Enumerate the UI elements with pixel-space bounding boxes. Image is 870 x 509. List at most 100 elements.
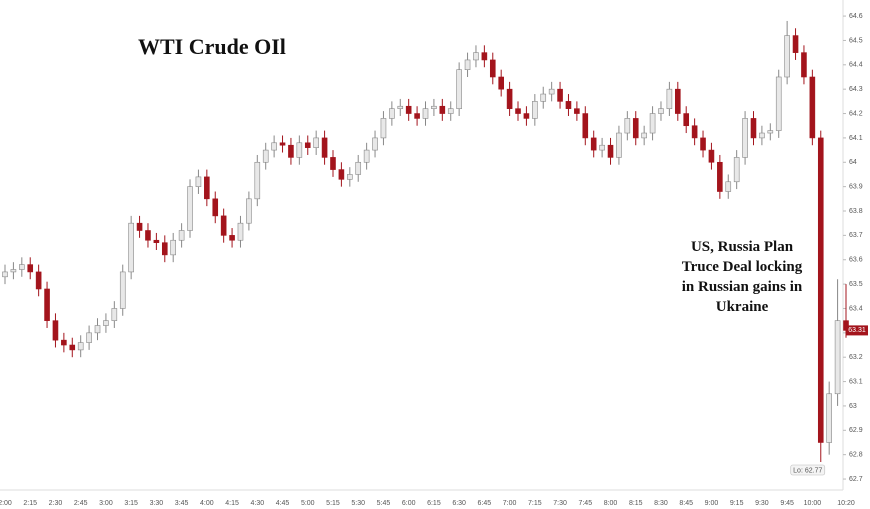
x-tick-label: 5:45	[377, 500, 391, 507]
x-tick-label: 9:45	[780, 500, 794, 507]
y-tick-label: 63.7	[849, 232, 863, 239]
candle-body	[456, 69, 462, 109]
candle-body	[447, 108, 454, 114]
candle-body	[86, 332, 92, 343]
candle-body	[431, 105, 437, 109]
candle-body	[607, 144, 614, 158]
x-tick-label: 9:00	[705, 500, 719, 507]
candle-body	[338, 169, 345, 180]
x-tick-label: 8:45	[679, 500, 693, 507]
x-tick-label: 4:00	[200, 500, 214, 507]
x-tick-label: 6:45	[478, 500, 492, 507]
candle-body	[515, 108, 521, 114]
x-tick-label: 9:30	[755, 500, 769, 507]
candle-body	[77, 342, 84, 351]
candle-body	[170, 239, 176, 256]
annotation: Ukraine	[716, 299, 769, 315]
y-tick-label: 64.1	[849, 135, 863, 142]
x-tick-label: 5:00	[301, 500, 315, 507]
candle-body	[355, 161, 362, 175]
candle-body	[195, 176, 202, 187]
candle-body	[557, 88, 563, 102]
candle-body	[414, 113, 420, 119]
y-tick-label: 64.3	[849, 86, 863, 93]
y-tick-label: 64.6	[849, 13, 863, 20]
x-tick-label: 4:45	[276, 500, 290, 507]
x-tick-label: 10:00	[804, 500, 822, 507]
y-tick-label: 63.5	[849, 281, 863, 288]
x-tick-label: 6:15	[427, 500, 441, 507]
low-box	[790, 464, 826, 476]
candle-body	[94, 325, 101, 334]
candle-body	[691, 125, 698, 139]
y-tick-label: 63.1	[849, 378, 863, 385]
candle-body	[229, 235, 235, 241]
candle-body	[649, 113, 656, 134]
y-tick-label: 63.9	[849, 183, 863, 190]
annotation: Truce Deal locking	[682, 259, 803, 275]
candle-body	[784, 35, 790, 78]
annotation: US, Russia Plan	[691, 239, 794, 255]
price-tag	[846, 325, 868, 336]
candle-body	[733, 157, 740, 183]
candle-body	[262, 149, 269, 163]
candle-body	[405, 105, 412, 114]
candle-body	[204, 176, 210, 200]
x-tick-label: 5:30	[351, 500, 365, 507]
candle-body	[237, 222, 244, 241]
y-tick-label: 64.2	[849, 110, 863, 117]
candle-body	[582, 113, 589, 139]
candle-body	[523, 113, 530, 119]
candle-body	[187, 186, 193, 231]
x-tick-label: 6:00	[402, 500, 416, 507]
candle-body	[313, 137, 319, 148]
candle-body	[826, 393, 832, 443]
candle-body	[565, 101, 572, 109]
candle-body	[347, 174, 353, 180]
candle-body	[489, 59, 496, 78]
x-tick-label: 3:30	[150, 500, 164, 507]
candle-body	[254, 161, 261, 200]
candle-body	[220, 215, 227, 236]
x-tick-label: 7:00	[503, 500, 517, 507]
candle-body	[481, 52, 488, 61]
candle-body	[296, 142, 303, 158]
candle-body	[321, 137, 328, 158]
x-tick-label: 3:15	[124, 500, 138, 507]
chart-title: WTI Crude OIl	[138, 34, 286, 59]
y-tick-label: 62.9	[849, 427, 863, 434]
low-label: Lo: 62.77	[793, 467, 822, 474]
x-tick-label: 8:00	[604, 500, 618, 507]
candle-body	[632, 118, 639, 139]
candle-body	[641, 132, 647, 139]
candle-body	[624, 118, 631, 134]
candle-body	[683, 113, 690, 127]
x-tick-label: 5:15	[326, 500, 340, 507]
candle-body	[574, 108, 580, 114]
candle-body	[498, 76, 504, 90]
candle-body	[304, 142, 311, 148]
candle-body	[439, 105, 446, 114]
candle-body	[717, 161, 723, 192]
candle-body	[69, 344, 76, 351]
x-tick-label: 7:30	[553, 500, 567, 507]
candle-body	[809, 76, 816, 139]
candle-body	[599, 144, 605, 151]
candle-body	[279, 142, 286, 146]
y-tick-label: 64.4	[849, 62, 863, 69]
candle-body	[834, 320, 841, 395]
candle-body	[145, 230, 151, 241]
candle-body	[506, 88, 513, 109]
candle-body	[372, 137, 378, 151]
x-tick-label: 9:15	[730, 500, 744, 507]
candle-body	[10, 269, 17, 273]
x-tick-label: 7:45	[578, 500, 592, 507]
candle-body	[759, 132, 765, 139]
y-tick-label: 63.6	[849, 257, 863, 264]
candle-body	[532, 101, 538, 119]
candle-body	[271, 142, 277, 151]
x-tick-label: 2:00	[0, 500, 12, 507]
candle-body	[422, 108, 429, 119]
candle-body	[658, 108, 664, 114]
